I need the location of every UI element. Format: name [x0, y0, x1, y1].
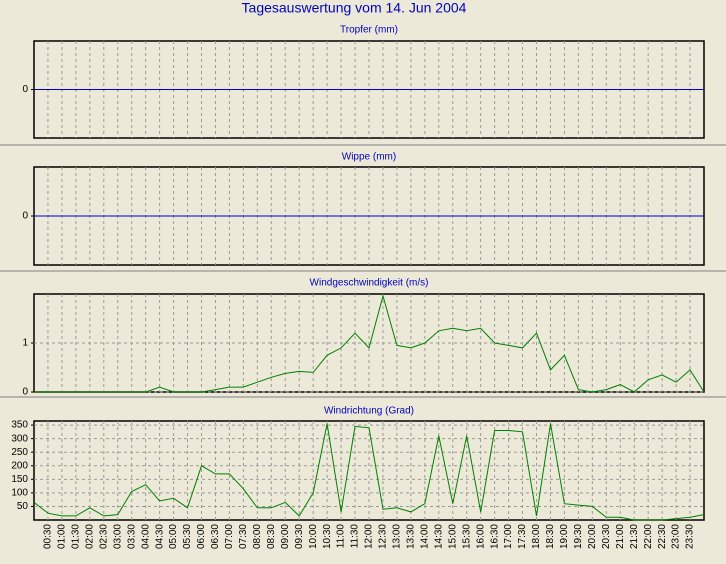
x-tick-label: 22:30 — [657, 524, 668, 549]
x-tick-label: 23:30 — [685, 524, 696, 549]
x-tick-label: 01:30 — [71, 524, 82, 549]
x-tick-label: 11:30 — [350, 524, 361, 549]
y-tick-label: 200 — [11, 460, 28, 471]
y-tick-label: 350 — [11, 420, 28, 431]
x-tick-label: 04:30 — [154, 524, 165, 549]
x-tick-label: 16:30 — [489, 524, 500, 549]
y-tick-label: 250 — [11, 447, 28, 458]
x-tick-label: 10:00 — [308, 524, 319, 549]
x-tick-label: 09:30 — [294, 524, 305, 549]
x-tick-label: 20:30 — [601, 524, 612, 549]
x-tick-label: 08:30 — [266, 524, 277, 549]
x-tick-label: 07:30 — [238, 524, 249, 549]
x-tick-label: 05:30 — [182, 524, 193, 549]
x-tick-label: 10:30 — [322, 524, 333, 549]
x-tick-label: 00:30 — [43, 524, 54, 549]
x-tick-label: 06:00 — [196, 524, 207, 549]
x-tick-label: 06:30 — [210, 524, 221, 549]
x-tick-label: 04:00 — [140, 524, 151, 549]
y-tick-label: 150 — [11, 474, 28, 485]
x-tick-label: 08:00 — [252, 524, 263, 549]
x-tick-label: 18:00 — [531, 524, 542, 549]
x-tick-label: 07:00 — [224, 524, 235, 549]
x-tick-label: 03:30 — [126, 524, 137, 549]
x-tick-label: 15:00 — [447, 524, 458, 549]
x-tick-label: 17:30 — [517, 524, 528, 549]
y-tick-label: 50 — [17, 501, 29, 512]
data-line — [33, 423, 705, 521]
x-tick-label: 12:30 — [378, 524, 389, 549]
y-tick-label: 0 — [22, 387, 28, 398]
y-tick-label: 1 — [22, 338, 28, 349]
x-tick-label: 11:00 — [336, 524, 347, 549]
panel-title: Wippe (mm) — [342, 152, 396, 163]
x-tick-label: 16:00 — [475, 524, 486, 549]
x-tick-label: 17:00 — [503, 524, 514, 549]
x-tick-label: 18:30 — [545, 524, 556, 549]
x-tick-label: 01:00 — [57, 524, 68, 549]
x-tick-label: 21:00 — [615, 524, 626, 549]
panel-title: Tropfer (mm) — [340, 25, 398, 36]
x-tick-label: 12:00 — [364, 524, 375, 549]
x-tick-label: 09:00 — [280, 524, 291, 549]
y-tick-label: 100 — [11, 488, 28, 499]
x-tick-label: 03:00 — [112, 524, 123, 549]
data-line — [34, 294, 705, 393]
x-tick-label: 22:00 — [643, 524, 654, 549]
y-tick-label: 300 — [11, 433, 28, 444]
x-tick-label: 19:00 — [559, 524, 570, 549]
page-title: Tagesauswertung vom 14. Jun 2004 — [242, 0, 467, 16]
x-tick-label: 23:00 — [671, 524, 682, 549]
y-tick-label: 0 — [22, 211, 28, 222]
x-tick-label: 19:30 — [573, 524, 584, 549]
x-tick-label: 14:30 — [433, 524, 444, 549]
y-tick-label: 0 — [22, 84, 28, 95]
x-tick-label: 13:30 — [406, 524, 417, 549]
panel-title: Windrichtung (Grad) — [324, 406, 414, 417]
x-tick-label: 02:30 — [98, 524, 109, 549]
x-tick-label: 21:30 — [629, 524, 640, 549]
x-tick-label: 20:00 — [587, 524, 598, 549]
panel-title: Windgeschwindigkeit (m/s) — [310, 278, 429, 289]
x-tick-label: 13:00 — [392, 524, 403, 549]
x-tick-label: 02:00 — [84, 524, 95, 549]
x-tick-label: 14:00 — [419, 524, 430, 549]
x-tick-label: 15:30 — [461, 524, 472, 549]
x-tick-label: 05:00 — [168, 524, 179, 549]
